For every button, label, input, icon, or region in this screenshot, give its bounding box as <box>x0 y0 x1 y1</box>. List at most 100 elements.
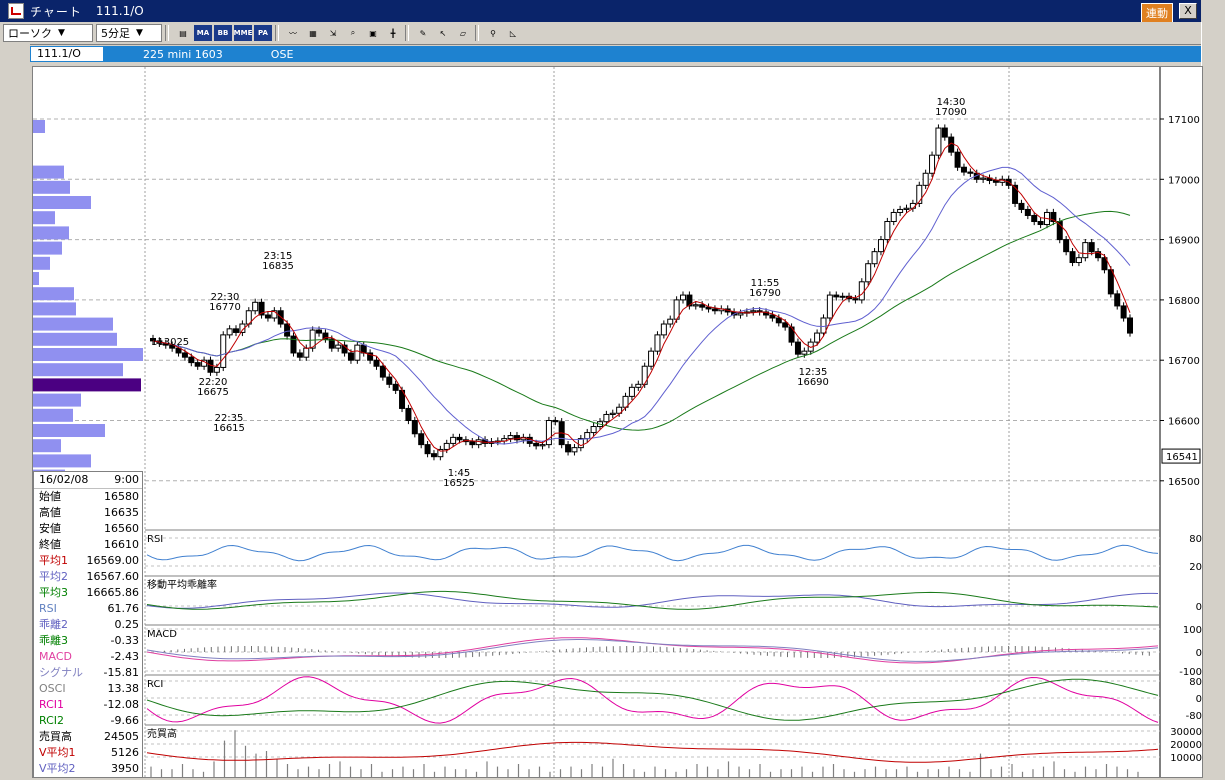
pa-button[interactable]: PA <box>254 25 272 41</box>
candle-body <box>1088 242 1095 253</box>
candle-body <box>871 251 878 265</box>
info-row: RCI2 -9.66 <box>34 713 142 729</box>
volume-profile-bar <box>33 287 74 301</box>
candle-body <box>603 413 610 423</box>
info-row: V平均2 3950 <box>34 761 142 777</box>
info-row: V平均1 5126 <box>34 745 142 761</box>
info-row: 売買高 24505 <box>34 729 142 745</box>
price-tick-label: 16800 <box>1168 296 1200 307</box>
candle-body <box>858 281 865 301</box>
candle-body <box>386 376 393 385</box>
mme-button[interactable]: MME <box>234 25 252 41</box>
candle-body <box>584 432 591 440</box>
volume-profile-bar <box>33 196 91 209</box>
info-key: 安値 <box>39 522 61 535</box>
candle-body <box>296 352 303 358</box>
pen-icon[interactable]: ✎ <box>419 28 427 38</box>
candle-body <box>181 352 188 358</box>
candle-body <box>577 438 584 449</box>
info-key: 売買高 <box>39 730 72 743</box>
candle-body <box>169 344 176 349</box>
info-row: シグナル -15.81 <box>34 665 142 681</box>
interval-dropdown[interactable]: 5分足 ▼ <box>96 24 162 42</box>
chart-type-dropdown[interactable]: ローソク ▼ <box>3 24 93 42</box>
calendar-icon[interactable]: ▣ <box>369 28 377 38</box>
ma-button[interactable]: MA <box>194 25 212 41</box>
annotation-price: 113025 <box>151 337 189 348</box>
candle-body <box>424 444 431 455</box>
candle-body <box>303 347 310 358</box>
candle-body <box>628 386 635 397</box>
info-value: -0.33 <box>110 634 139 647</box>
info-row: 終値 16610 <box>34 537 142 553</box>
ruler-icon[interactable]: ◺ <box>509 28 517 38</box>
candle-body <box>616 406 623 414</box>
grid-chart-icon[interactable]: ▦ <box>309 28 317 38</box>
symbol-field[interactable]: 111.1/O <box>31 47 103 61</box>
info-value: 3950 <box>111 762 139 775</box>
candle-body <box>897 208 904 213</box>
candle-body <box>207 359 214 373</box>
info-key: MACD <box>39 650 72 663</box>
candle-body <box>635 383 642 388</box>
candle-body <box>750 310 757 313</box>
window-title: チャート <box>30 4 82 19</box>
candle-body <box>794 341 801 355</box>
chart-canvas[interactable]: 17100 17000 16900 16800 16700 16600 16500 16541… <box>33 67 1202 777</box>
info-key: 平均3 <box>39 586 68 599</box>
info-value: 13.38 <box>107 682 140 695</box>
info-value: 16610 <box>104 538 139 551</box>
candle-body <box>660 323 667 336</box>
info-row: 平均1 16569.00 <box>34 553 142 569</box>
candle-body <box>507 435 514 440</box>
annotation-time: 1:45 <box>448 468 470 479</box>
close-icon[interactable]: X <box>1179 3 1197 19</box>
eraser-icon[interactable]: ▱ <box>459 28 467 38</box>
vol-ma1-line <box>146 741 1159 763</box>
cursor-icon[interactable]: ↖ <box>439 28 447 38</box>
candle-body <box>692 304 699 307</box>
rci1-line <box>146 676 1159 724</box>
info-row: 乖離3 -0.33 <box>34 633 142 649</box>
price-tick-label: 17000 <box>1168 175 1200 186</box>
bb-button[interactable]: BB <box>214 25 232 41</box>
candle-body <box>641 365 648 385</box>
panel-tick-label: 0 <box>1196 648 1202 659</box>
candle-body <box>322 332 329 340</box>
candle-body <box>877 239 884 253</box>
info-time: 9:00 <box>114 473 139 486</box>
scale-icon[interactable]: ⇲ <box>329 28 337 38</box>
window-symbol: 111.1/O <box>95 4 144 18</box>
symbol-bar: 111.1/O 225 mini 1603 OSE <box>30 46 1201 62</box>
info-date: 16/02/08 <box>39 473 89 486</box>
line-chart-icon[interactable]: 〰 <box>289 28 297 38</box>
info-row: 高値 16635 <box>34 505 142 521</box>
annotation-time: 11:55 <box>751 278 780 289</box>
info-row: MACD -2.43 <box>34 649 142 665</box>
annotation-price: 16615 <box>213 423 245 434</box>
candle-body <box>833 294 840 298</box>
candle-body <box>654 334 661 352</box>
search-icon[interactable]: ⚲ <box>490 28 496 38</box>
link-button[interactable]: 連動 <box>1141 3 1173 23</box>
rsi-line <box>146 544 1159 562</box>
candle-body <box>1095 251 1102 259</box>
volume-profile-bar <box>33 120 45 133</box>
candle-body <box>1114 293 1121 307</box>
annotation-time: 22:20 <box>199 377 228 388</box>
volume-profile-bar <box>33 226 69 240</box>
zoom-icon[interactable]: ⌕ <box>350 28 356 37</box>
panel-tick-label: 0 <box>1196 694 1202 705</box>
toolbar-separator <box>475 25 479 41</box>
crosshair-icon[interactable]: ╋ <box>390 28 396 38</box>
candle-body <box>513 435 520 441</box>
chevron-down-icon: ▼ <box>58 28 65 38</box>
right-frame <box>1201 22 1225 776</box>
volume-profile-bar <box>33 408 73 422</box>
volume-profile-bar <box>33 424 105 437</box>
chart-area[interactable]: 17100 17000 16900 16800 16700 16600 16500 16541… <box>32 66 1203 778</box>
settings-icon[interactable]: ▤ <box>179 28 187 38</box>
candle-body <box>469 441 476 446</box>
panel-tick-label: 0 <box>1196 602 1202 613</box>
candle-body <box>450 436 457 444</box>
